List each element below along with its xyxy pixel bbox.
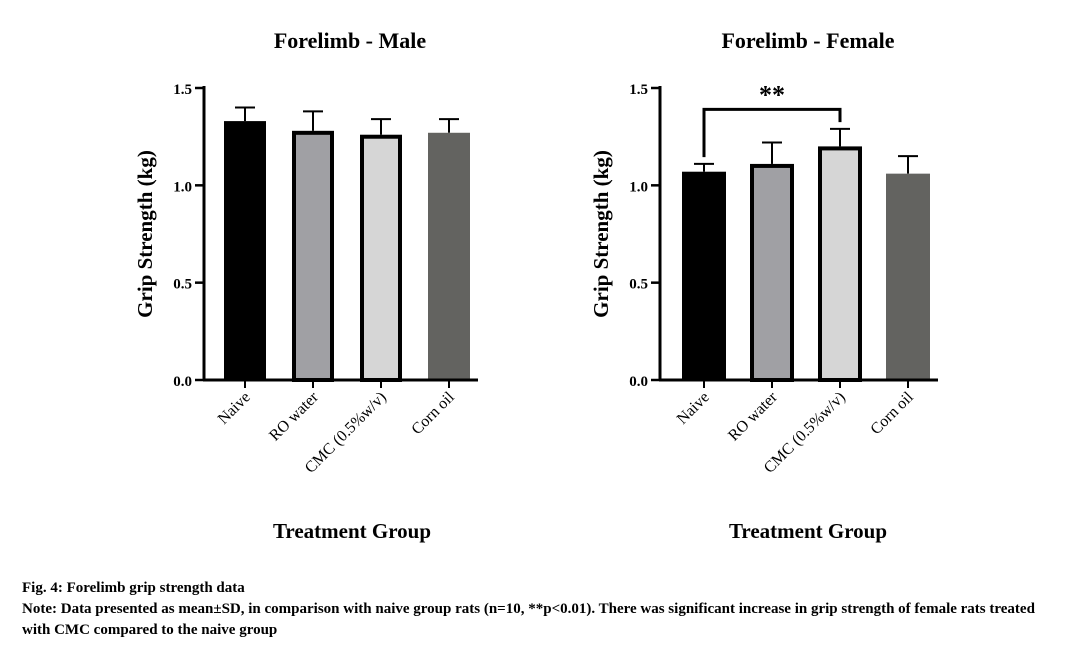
- bar-naive: [224, 121, 266, 381]
- bar-cmc-0-5-w-v: [818, 146, 862, 382]
- significance-bracket: [702, 107, 842, 158]
- bar-cmc-0-5-w-v: [360, 134, 402, 382]
- x-axis-label: Treatment Group: [729, 519, 887, 543]
- figure: Forelimb - Male Grip Strength (kg) Treatme…: [133, 28, 938, 543]
- y-tick-label: 1.5: [173, 82, 192, 98]
- chart-female: Forelimb - Female Grip Strength (kg) Treat…: [589, 28, 938, 543]
- x-axis-label: Treatment Group: [273, 519, 431, 543]
- category-label: RO water: [725, 388, 781, 444]
- caption-title: Fig. 4: Forelimb grip strength data: [22, 580, 245, 596]
- bar-corn-oil: [886, 173, 930, 380]
- category-label: Naive: [674, 389, 713, 428]
- category-label: Naive: [215, 389, 254, 428]
- y-axis-label: Grip Strength (kg): [589, 150, 613, 318]
- y-tick-label: 1.0: [173, 179, 192, 195]
- y-tick-label: 0.0: [173, 374, 192, 390]
- bar-ro-water: [292, 130, 334, 382]
- y-tick-label: 0.0: [629, 374, 648, 390]
- y-tick-label: 0.5: [173, 277, 192, 293]
- y-tick-label: 1.5: [629, 82, 648, 98]
- category-label: Corn oil: [408, 388, 458, 438]
- caption-note: Note: Data presented as mean±SD, in comp…: [22, 601, 1035, 638]
- y-tick-label: 0.5: [629, 277, 648, 293]
- bar-naive: [682, 171, 726, 380]
- bar-corn-oil: [428, 132, 470, 380]
- chart-male: Forelimb - Male Grip Strength (kg) Treatme…: [133, 28, 478, 543]
- y-axis-label: Grip Strength (kg): [133, 150, 157, 318]
- figure-caption: Fig. 4: Forelimb grip strength data Note…: [22, 578, 1057, 641]
- y-tick-label: 1.0: [629, 179, 648, 195]
- significance-label: **: [759, 80, 785, 109]
- chart-title: Forelimb - Female: [721, 28, 894, 53]
- category-label: RO water: [266, 388, 322, 444]
- bar-ro-water: [750, 163, 794, 382]
- chart-title: Forelimb - Male: [274, 28, 427, 53]
- category-label: Corn oil: [867, 388, 917, 438]
